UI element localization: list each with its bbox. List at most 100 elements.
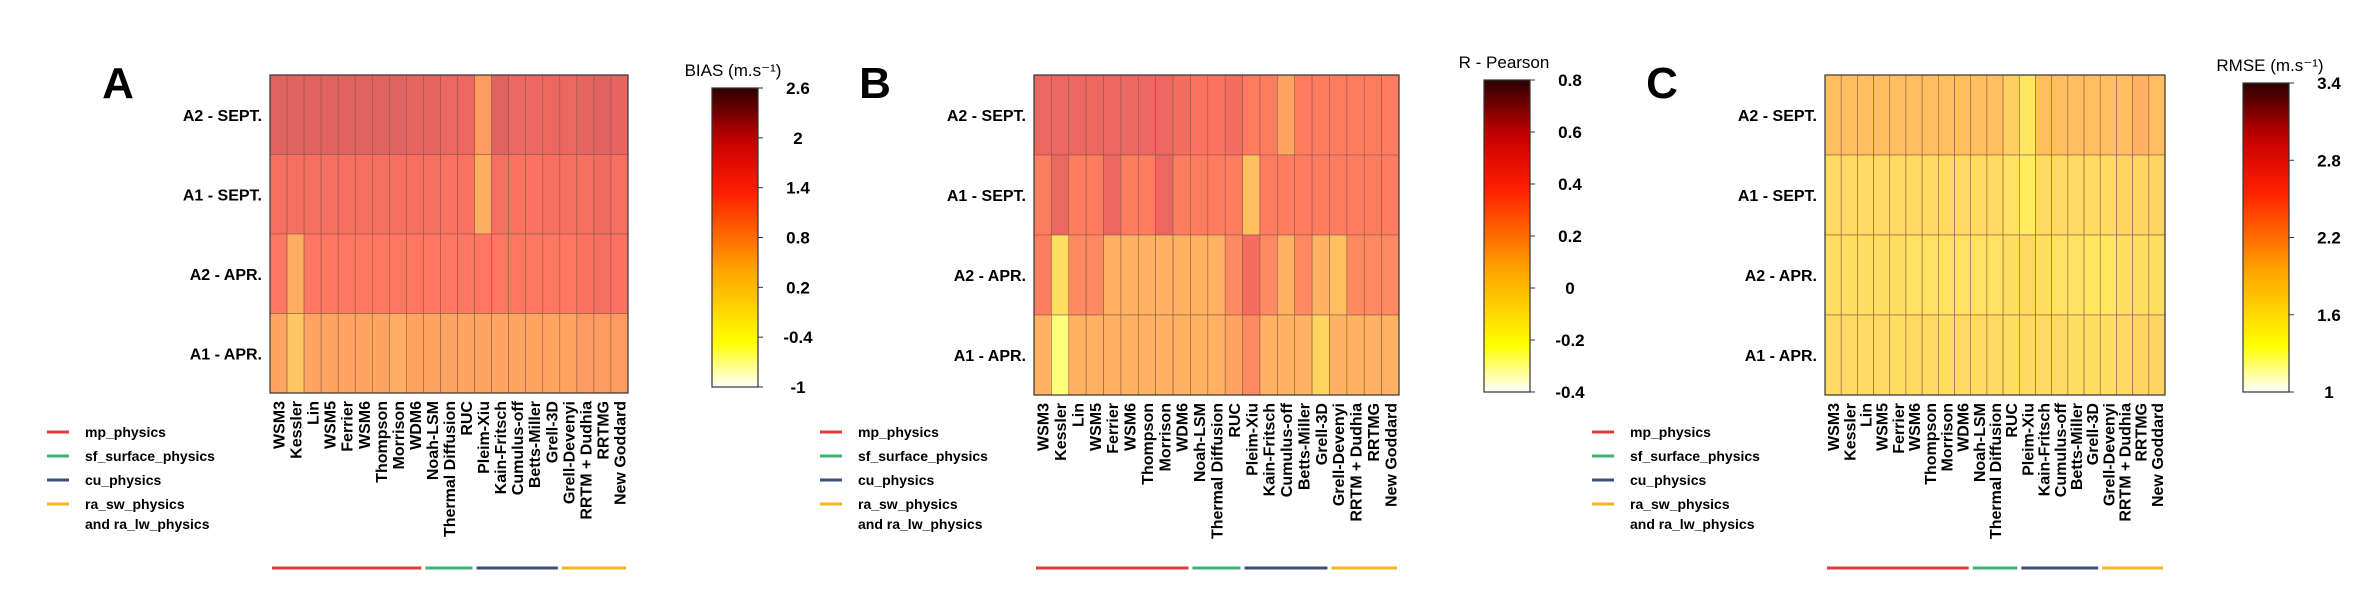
heatmap-cell: [1103, 154, 1122, 236]
heatmap-cell: [1857, 154, 1874, 236]
heatmap-cell: [1840, 74, 1858, 156]
heatmap-cell: [2051, 314, 2069, 396]
heatmap-cell: [1103, 314, 1122, 396]
heatmap-cell: [337, 233, 356, 314]
heatmap-cell: [1329, 154, 1348, 236]
heatmap-cell: [406, 233, 424, 314]
heatmap-cell: [371, 313, 390, 394]
column-label: Ferrier: [1891, 403, 1908, 454]
heatmap-cell: [1986, 234, 2004, 316]
heatmap-cell: [1873, 314, 1891, 396]
legend-label: sf_surface_physics: [858, 448, 988, 464]
heatmap-cell: [559, 233, 578, 314]
column-label: Kain-Fritsch: [493, 401, 510, 494]
heatmap-cell: [491, 154, 509, 235]
heatmap-cell: [508, 74, 527, 155]
colorbar-tick-label: 2.2: [2317, 229, 2341, 248]
heatmap-cell: [2083, 154, 2101, 236]
heatmap-cell: [2002, 154, 2020, 236]
heatmap-cell: [2148, 74, 2166, 156]
heatmap-cell: [1363, 314, 1382, 396]
column-label: Pleim-Xiu: [1244, 403, 1261, 476]
heatmap-cell: [1033, 234, 1052, 316]
column-label: Cumulus-off: [510, 400, 527, 495]
heatmap-cell: [542, 233, 561, 314]
colorbar-tick-label: -0.4: [1555, 383, 1585, 402]
row-label: A1 - APR.: [954, 348, 1026, 365]
heatmap-cell: [1120, 74, 1139, 156]
column-label: Cumulus-off: [1279, 402, 1296, 497]
heatmap-cell: [440, 74, 458, 155]
heatmap-cell: [440, 233, 458, 314]
heatmap-cell: [371, 154, 390, 235]
column-label: Morrison: [1157, 403, 1174, 471]
heatmap-panel-B: B A2 - SEPT. A1 - SEPT. A2 - APR. A1 - APR. W…: [820, 53, 1585, 570]
heatmap-cell: [508, 154, 527, 235]
column-label: Kain-Fritsch: [1262, 403, 1279, 496]
heatmap-cell: [1224, 74, 1243, 156]
heatmap-cell: [2067, 154, 2085, 236]
heatmap-cell: [1905, 314, 1923, 396]
heatmap-cell: [1051, 314, 1070, 396]
heatmap-cell: [1120, 314, 1139, 396]
heatmap-cell: [593, 233, 612, 314]
heatmap-cell: [1970, 314, 1988, 396]
heatmap-cell: [1938, 154, 1955, 236]
heatmap-cell: [2083, 314, 2101, 396]
colorbar-tick-label: 3.4: [2317, 74, 2341, 93]
heatmap-cell: [2051, 74, 2069, 156]
heatmap-cell: [1921, 154, 1939, 236]
heatmap-cell: [2083, 234, 2101, 316]
heatmap-cell: [1033, 74, 1052, 156]
row-label: A2 - APR.: [190, 267, 262, 284]
row-label: A2 - APR.: [1745, 268, 1817, 285]
heatmap-cell: [1190, 314, 1209, 396]
heatmap-cell: [1224, 314, 1243, 396]
heatmap-cell: [1381, 314, 1400, 396]
heatmap-cell: [1824, 314, 1842, 396]
row-label: A1 - SEPT.: [947, 188, 1026, 205]
legend-label: and ra_lw_physics: [85, 516, 210, 532]
heatmap-cell: [303, 233, 322, 314]
column-label: RRTMG: [595, 401, 612, 460]
heatmap-cell: [269, 313, 288, 394]
legend-label: and ra_lw_physics: [858, 516, 983, 532]
heatmap-cell: [525, 154, 544, 235]
column-label: Grell-Devenyi: [2101, 403, 2118, 506]
heatmap-cell: [286, 233, 305, 314]
heatmap-cell: [1346, 74, 1365, 156]
heatmap-cell: [389, 313, 407, 394]
legend-label: mp_physics: [1630, 424, 1711, 440]
heatmap-cell: [1954, 234, 1972, 316]
heatmap-cell: [542, 313, 561, 394]
colorbar-tick-label: 0.8: [1558, 71, 1582, 90]
heatmap-cell: [1921, 234, 1939, 316]
colorbar-tick-label: 2.8: [2317, 151, 2341, 170]
heatmap-border: [1824, 74, 2166, 396]
colorbar-tick-label: 2: [793, 129, 802, 148]
heatmap-cell: [1155, 314, 1174, 396]
heatmap-cell: [1824, 154, 1842, 236]
column-label: Thermal Diffusion: [1210, 403, 1227, 539]
heatmap-cell: [1938, 234, 1955, 316]
heatmap-cell: [1954, 314, 1972, 396]
row-label: A2 - APR.: [954, 268, 1026, 285]
heatmap-cell: [2051, 154, 2069, 236]
heatmap-cell: [1329, 234, 1348, 316]
heatmap-cell: [610, 313, 629, 394]
heatmap-cell: [1311, 154, 1330, 236]
row-label: A1 - SEPT.: [183, 187, 262, 204]
column-label: Lin: [1858, 403, 1875, 427]
heatmap-cell: [1329, 314, 1348, 396]
column-label: Grell-3D: [2085, 403, 2102, 465]
heatmap-cell: [491, 233, 509, 314]
heatmap-cell: [423, 74, 441, 155]
row-label: A2 - SEPT.: [1738, 108, 1817, 125]
column-label: Thompson: [1140, 403, 1157, 485]
heatmap-cell: [1259, 154, 1278, 236]
heatmap-cell: [1259, 74, 1278, 156]
column-label: Pleim-Xiu: [476, 401, 493, 474]
legend-label: ra_sw_physics: [1630, 496, 1730, 512]
heatmap-cell: [1242, 234, 1261, 316]
